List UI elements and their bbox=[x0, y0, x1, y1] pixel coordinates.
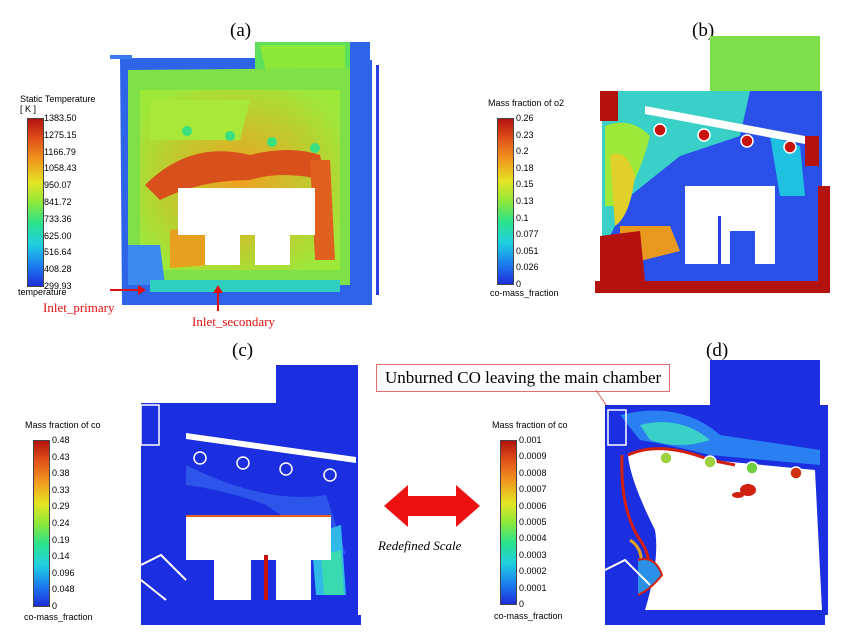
panel-c-colorbar-footer: co-mass_fraction bbox=[24, 612, 93, 622]
panel-a-tick-label: 950.07 bbox=[44, 180, 72, 191]
panel-d-tick-label: 0.0002 bbox=[519, 566, 547, 577]
panel-b-tick-label: 0.26 bbox=[516, 113, 534, 123]
panel-d-tick-label: 0.0008 bbox=[519, 467, 547, 478]
panel-b-colorbar-title: Mass fraction of o2 bbox=[488, 98, 565, 108]
unburned-co-callout: Unburned CO leaving the main chamber bbox=[376, 364, 671, 392]
panel-d-colorbar bbox=[500, 440, 517, 605]
inlet-primary-arrow bbox=[110, 285, 146, 295]
panel-c-colorbar bbox=[33, 440, 50, 607]
panel-c-label: (c) bbox=[232, 340, 254, 361]
panel-c-tick-label: 0.38 bbox=[52, 468, 70, 479]
panel-c-tick-label: 0.14 bbox=[52, 551, 70, 562]
panel-d-co-field bbox=[604, 360, 828, 625]
panel-d-tick-label: 0.0001 bbox=[519, 582, 547, 593]
panel-d-label: (d) bbox=[706, 340, 729, 361]
panel-a-colorbar bbox=[27, 118, 44, 287]
inlet-secondary-arrow bbox=[213, 285, 223, 311]
panel-c-tick-label: 0.24 bbox=[52, 518, 70, 528]
panel-c-colorbar-title: Mass fraction of co bbox=[25, 420, 101, 430]
panel-a-label: (a) bbox=[230, 20, 252, 41]
panel-c-tick-label: 0.096 bbox=[52, 567, 75, 578]
panel-a-tick-label: 408.28 bbox=[44, 264, 72, 275]
panel-d-tick-label: 0.0006 bbox=[519, 500, 547, 511]
inlet-secondary-label: Inlet_secondary bbox=[192, 314, 276, 329]
panel-c-tick-label: 0.048 bbox=[52, 584, 75, 595]
panel-b-tick-label: 0.077 bbox=[516, 229, 539, 240]
panel-b-tick-label: 0.051 bbox=[516, 245, 539, 256]
panel-a-colorbar-title-line2: [ K ] bbox=[20, 104, 37, 114]
panel-d-tick-label: 0.0004 bbox=[519, 533, 547, 544]
panel-d-tick-label: 0.001 bbox=[519, 435, 542, 445]
panel-a-tick-label: 1383.50 bbox=[44, 113, 77, 123]
panel-b-tick-label: 0.15 bbox=[516, 179, 534, 190]
panel-d-tick-label: 0.0007 bbox=[519, 484, 547, 495]
panel-d-colorbar-footer: co-mass_fraction bbox=[494, 611, 563, 621]
panel-a-tick-label: 625.00 bbox=[44, 230, 72, 241]
panel-b-tick-label: 0.2 bbox=[516, 146, 529, 157]
redefined-scale-label: Redefined Scale bbox=[378, 538, 462, 553]
panel-c-tick-label: 0.48 bbox=[52, 435, 70, 445]
panel-b-colorbar-footer: co-mass_fraction bbox=[490, 288, 559, 298]
panel-b-tick-label: 0.026 bbox=[516, 262, 539, 273]
panel-a-tick-label: 1166.79 bbox=[44, 146, 76, 157]
panel-b-tick-label: 0.1 bbox=[516, 212, 529, 223]
panel-a-temperature-field bbox=[110, 42, 379, 305]
redefined-scale-double-arrow bbox=[384, 485, 480, 527]
panel-b-tick-label: 0.23 bbox=[516, 129, 534, 140]
panel-b-o2-field bbox=[595, 36, 830, 293]
panel-d-tick-label: 0 bbox=[519, 599, 525, 609]
inlet-primary-label: Inlet_primary bbox=[43, 300, 115, 315]
panel-b-tick-label: 0.13 bbox=[516, 196, 534, 206]
panel-c-tick-label: 0.29 bbox=[52, 501, 70, 512]
panel-d-tick-label: 0.0005 bbox=[519, 517, 547, 527]
panel-b-tick-label: 0.18 bbox=[516, 162, 534, 173]
panel-a-tick-label: 1058.43 bbox=[44, 163, 77, 174]
panel-a-tick-label: 299.93 bbox=[44, 281, 72, 291]
panel-d-tick-label: 0.0009 bbox=[519, 451, 547, 462]
panel-c-tick-label: 0.43 bbox=[52, 451, 70, 462]
panel-c-tick-label: 0 bbox=[52, 601, 58, 611]
panel-a-tick-label: 841.72 bbox=[44, 197, 72, 207]
panel-b-colorbar bbox=[497, 118, 514, 285]
panel-c-co-field bbox=[140, 365, 361, 625]
panel-a-tick-label: 516.64 bbox=[44, 247, 72, 258]
panel-c-tick-label: 0.33 bbox=[52, 484, 70, 495]
panel-a-colorbar-title-line1: Static Temperature bbox=[20, 94, 96, 104]
panel-a-tick-label: 733.36 bbox=[44, 213, 72, 224]
panel-b-tick-label: 0 bbox=[516, 279, 522, 289]
panel-a-tick-label: 1275.15 bbox=[44, 129, 77, 140]
panel-d-colorbar-title: Mass fraction of co bbox=[492, 420, 568, 430]
panel-d-tick-label: 0.0003 bbox=[519, 549, 547, 560]
panel-a-colorbar-footer: temperature bbox=[18, 287, 67, 297]
panel-b-label: (b) bbox=[692, 20, 715, 41]
panel-c-tick-label: 0.19 bbox=[52, 534, 70, 545]
